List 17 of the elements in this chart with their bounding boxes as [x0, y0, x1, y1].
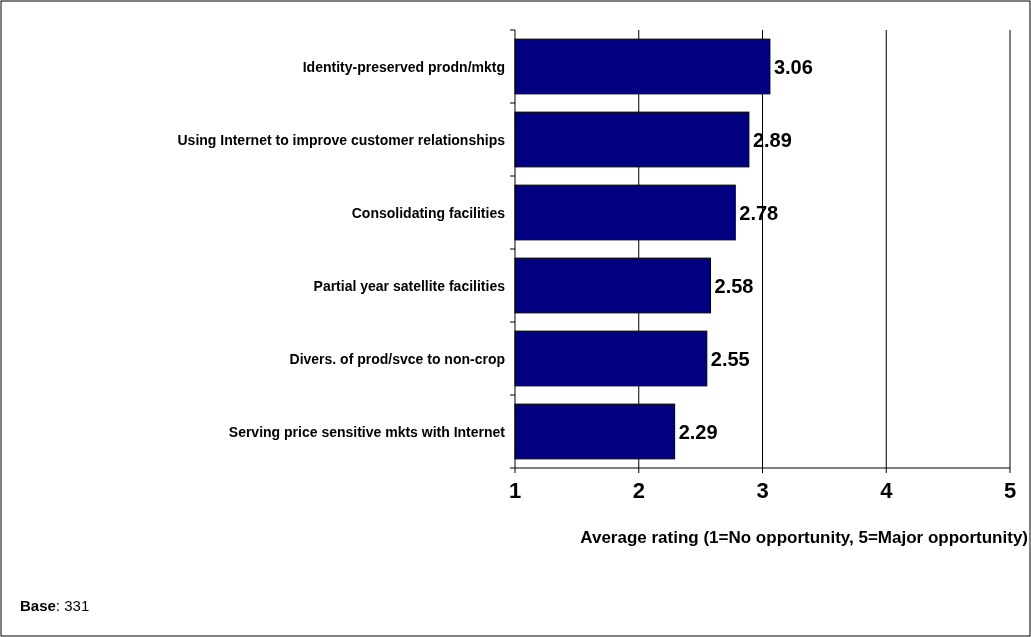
x-axis-title: Average rating (1=No opportunity, 5=Major opportunity) — [580, 528, 1028, 547]
y-tick-label: Identity-preserved prodn/mktg — [302, 58, 505, 75]
y-tick-label: Divers. of prod/svce to non-crop — [289, 350, 505, 367]
data-label: 3.06 — [773, 55, 813, 78]
x-tick-label: 5 — [1003, 478, 1017, 503]
x-tick-label: 4 — [880, 478, 894, 503]
text: Base: 331 — [20, 597, 90, 614]
data-label: 2.29 — [678, 420, 718, 443]
y-tick-label: Consolidating facilities — [351, 204, 506, 221]
y-tick-label: Partial year satellite facilities — [313, 277, 506, 294]
data-label: 2.58 — [714, 274, 754, 297]
y-tick-label: Serving price sensitive mkts with Internet — [228, 423, 506, 440]
x-tick-label: 1 — [508, 478, 522, 503]
y-tick-label: Using Internet to improve customer relationships — [177, 131, 506, 148]
x-tick-label: 3 — [756, 478, 769, 503]
data-label: 2.55 — [710, 347, 750, 370]
x-tick-label: 2 — [632, 478, 645, 503]
